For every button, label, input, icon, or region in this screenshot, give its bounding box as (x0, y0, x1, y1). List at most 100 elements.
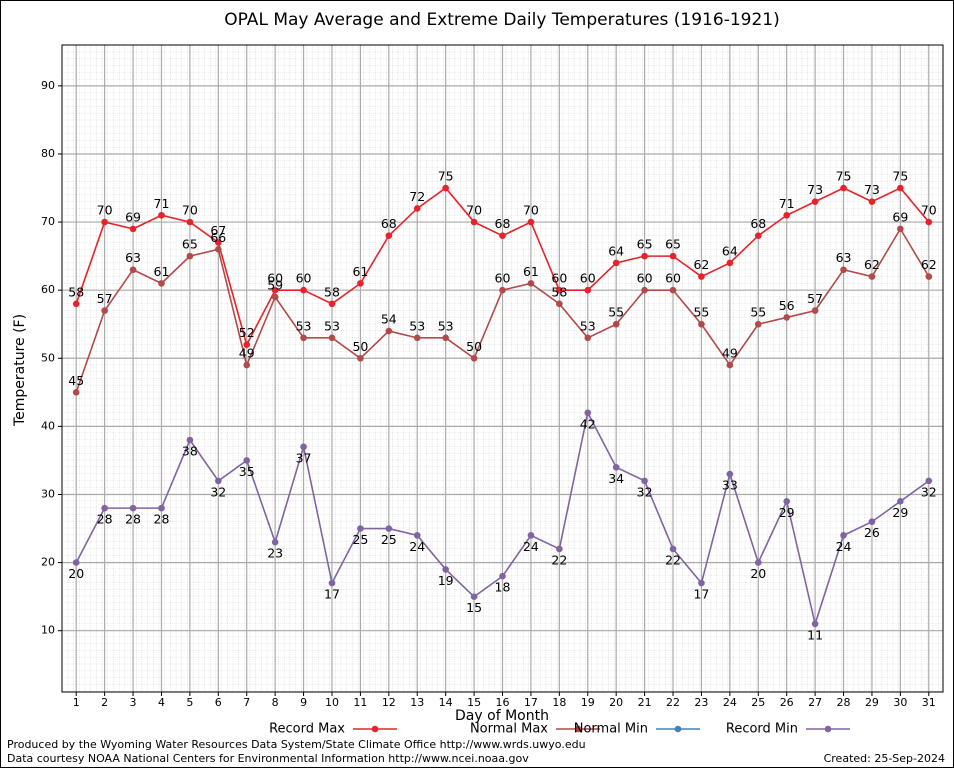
data-point (783, 498, 790, 505)
data-label: 28 (125, 512, 141, 527)
data-point (413, 334, 421, 342)
data-label: 17 (693, 587, 709, 602)
data-point (357, 354, 364, 362)
data-label: 70 (182, 203, 198, 218)
x-tick-label: 12 (382, 696, 396, 709)
data-label: 18 (495, 580, 511, 595)
data-point (442, 184, 449, 192)
data-label: 32 (921, 484, 937, 499)
data-label: 32 (210, 484, 226, 499)
data-point (385, 327, 393, 335)
data-label: 62 (921, 257, 937, 272)
data-label: 66 (210, 230, 226, 245)
y-tick-label: 50 (41, 351, 55, 364)
x-tick-label: 28 (837, 696, 851, 709)
data-point (556, 545, 563, 553)
data-point (783, 211, 790, 219)
data-point (385, 525, 393, 532)
data-point (300, 334, 307, 342)
data-point (897, 184, 904, 192)
data-point (413, 205, 421, 212)
data-point (101, 307, 108, 314)
data-point (72, 300, 80, 308)
data-label: 50 (466, 339, 482, 354)
data-point (669, 545, 677, 553)
data-point (243, 457, 251, 464)
y-tick-label: 30 (41, 487, 55, 500)
data-point (726, 259, 734, 267)
data-label: 58 (324, 284, 340, 299)
data-point (840, 184, 847, 192)
data-label: 52 (239, 325, 255, 340)
data-label: 73 (807, 182, 823, 197)
data-label: 60 (637, 271, 653, 286)
data-label: 65 (665, 237, 681, 252)
data-point (158, 504, 165, 512)
data-point (925, 477, 933, 485)
data-label: 49 (239, 346, 255, 361)
data-label: 60 (665, 271, 681, 286)
data-label: 59 (267, 277, 283, 292)
data-label: 29 (779, 505, 795, 520)
data-label: 73 (864, 182, 880, 197)
data-point (868, 518, 876, 526)
data-point (669, 252, 677, 260)
data-label: 70 (466, 203, 482, 218)
data-point (811, 307, 819, 314)
data-label: 28 (154, 512, 170, 527)
data-label: 67 (210, 223, 226, 238)
x-tick-label: 29 (865, 696, 879, 709)
data-label: 33 (722, 478, 738, 493)
data-label: 60 (580, 271, 596, 286)
data-point (783, 314, 790, 321)
y-tick-label: 80 (41, 147, 55, 160)
data-point (584, 334, 592, 342)
x-tick-label: 24 (723, 696, 737, 709)
data-point (328, 579, 336, 587)
data-point (215, 477, 222, 485)
data-label: 56 (779, 298, 795, 313)
data-label: 34 (608, 471, 624, 486)
x-tick-label: 21 (638, 696, 652, 709)
data-point (641, 252, 648, 260)
data-point (470, 593, 478, 600)
data-label: 11 (807, 627, 823, 642)
x-tick-label: 17 (524, 696, 538, 709)
x-tick-label: 3 (130, 696, 137, 709)
legend-marker (574, 725, 582, 733)
data-point (101, 218, 108, 226)
data-point (72, 559, 80, 566)
data-point (698, 273, 705, 280)
data-label: 57 (97, 291, 113, 306)
data-point (158, 211, 165, 219)
data-label: 70 (523, 203, 539, 218)
data-label: 42 (580, 416, 596, 431)
data-point (129, 225, 137, 233)
data-point (442, 566, 449, 573)
data-point (300, 443, 307, 451)
data-label: 75 (892, 169, 908, 184)
data-point (527, 218, 535, 226)
y-tick-label: 90 (41, 79, 55, 92)
x-tick-label: 5 (186, 696, 193, 709)
data-point (811, 620, 819, 628)
data-label: 17 (324, 587, 340, 602)
x-tick-label: 25 (751, 696, 765, 709)
data-label: 60 (495, 271, 511, 286)
footer-right: Created: 25-Sep-2024 (824, 752, 945, 765)
y-tick-label: 10 (41, 624, 55, 637)
x-tick-label: 23 (694, 696, 708, 709)
data-label: 55 (608, 305, 624, 320)
legend-label: Normal Max (470, 722, 548, 737)
data-point (328, 300, 336, 308)
data-label: 45 (68, 373, 84, 388)
data-point (698, 320, 705, 328)
data-point (556, 300, 563, 308)
data-point (754, 232, 762, 239)
data-label: 22 (665, 552, 681, 567)
chart-title: OPAL May Average and Extreme Daily Tempe… (224, 10, 779, 30)
data-label: 70 (97, 203, 113, 218)
data-point (499, 572, 506, 580)
data-point (271, 538, 279, 546)
